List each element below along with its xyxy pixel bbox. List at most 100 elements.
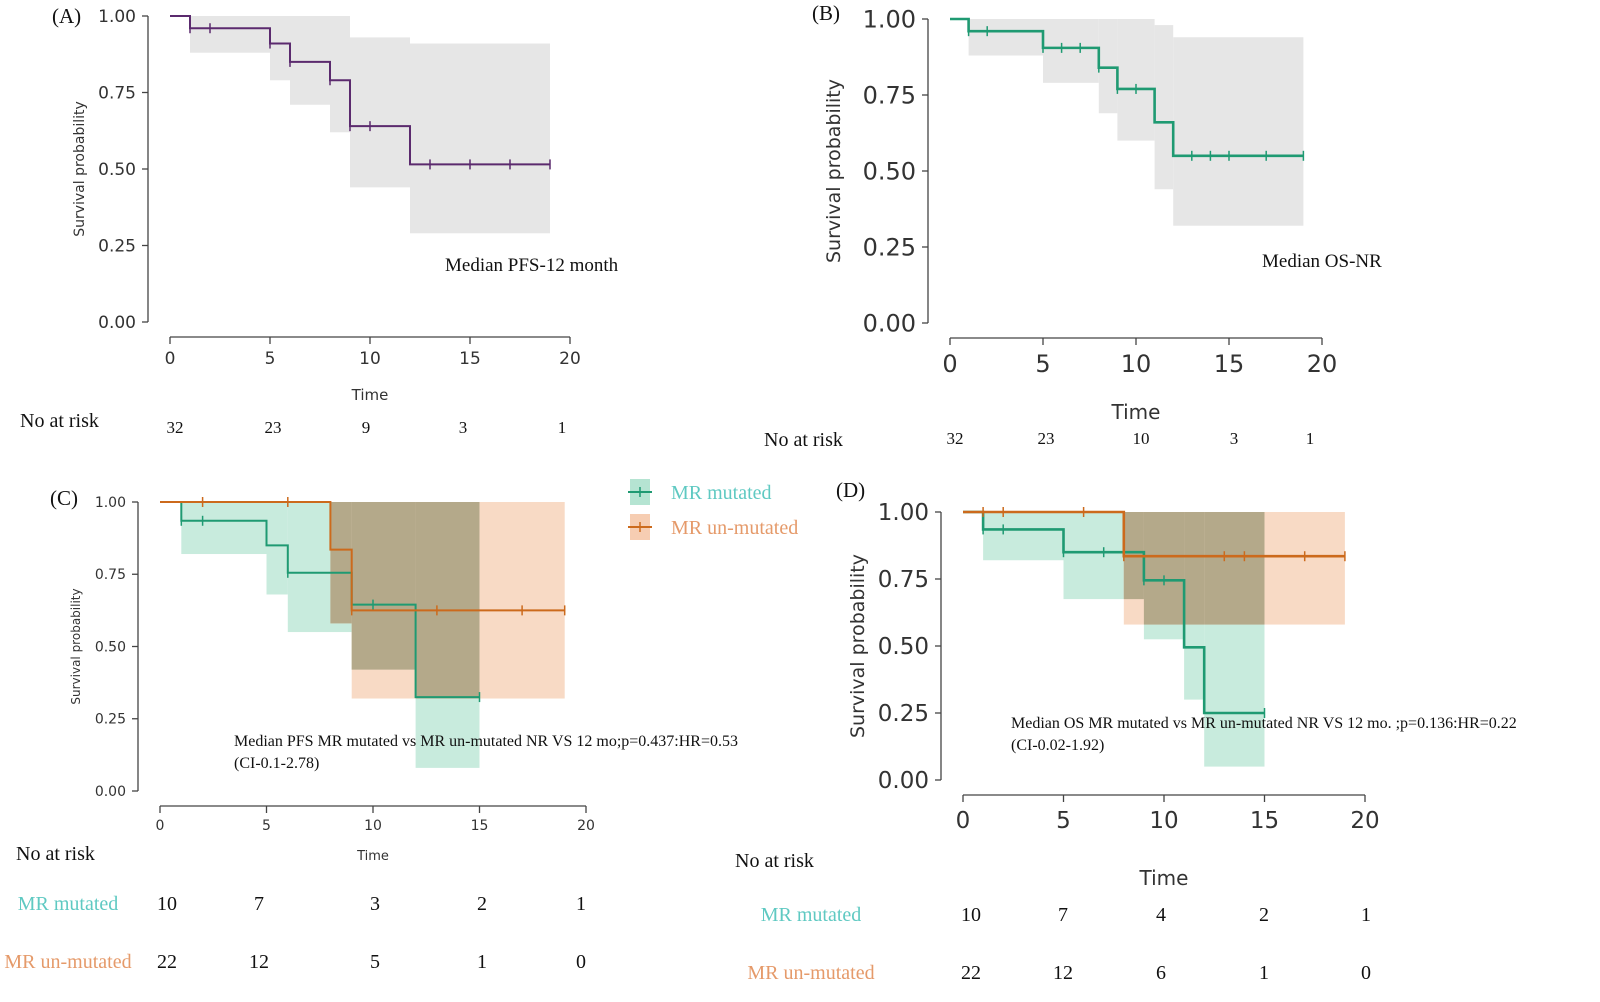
risk-count: 10 (961, 904, 981, 926)
median-annotation: Median OS MR mutated vs MR un-mutated NR… (1011, 715, 1517, 732)
risk-count: 1 (558, 418, 567, 437)
y-tick-label: 1.00 (98, 7, 136, 27)
median-annotation: Median OS-NR (1262, 251, 1382, 272)
y-tick-label: 1.00 (95, 495, 126, 511)
risk-row-label: MR un-mutated (4, 951, 131, 973)
y-tick-label: 0.25 (878, 701, 929, 727)
x-axis-label: Time (356, 849, 389, 864)
ci-band-overlap (330, 502, 352, 624)
x-tick-label: 0 (942, 350, 957, 378)
risk-count: 6 (1156, 962, 1166, 984)
legend-label: MR un-mutated (671, 517, 798, 539)
risk-count: 3 (370, 893, 380, 915)
ci-band-series-1 (410, 43, 550, 234)
risk-count: 23 (265, 418, 282, 437)
risk-count: 5 (370, 951, 380, 973)
median-annotation: Median PFS-12 month (445, 255, 619, 276)
x-tick-label: 5 (1056, 808, 1071, 834)
x-tick-label: 20 (1307, 350, 1338, 378)
risk-count: 1 (1259, 962, 1269, 984)
risk-table-header: No at risk (16, 843, 95, 865)
ci-band-overlap (351, 502, 416, 670)
x-tick-label: 20 (1350, 808, 1379, 834)
y-tick-label: 0.75 (863, 81, 916, 109)
ci-band-series-1 (968, 19, 1043, 56)
y-axis-label: Survival probability (72, 101, 88, 237)
median-annotation: (CI-0.02-1.92) (1011, 737, 1104, 754)
y-tick-label: 0.00 (95, 784, 126, 800)
y-tick-label: 0.50 (863, 157, 916, 185)
risk-count: 3 (459, 418, 468, 437)
y-tick-label: 1.00 (878, 500, 929, 526)
x-tick-label: 20 (577, 818, 595, 834)
x-axis-label: Time (351, 386, 389, 404)
risk-count: 12 (1053, 962, 1073, 984)
risk-count: 2 (1259, 904, 1269, 926)
panel-a: 0.00 0.25 0.50 0.75 1.00 0 5 10 15 20 Survival pro… (20, 4, 619, 437)
x-tick-label: 10 (359, 349, 381, 369)
ci-band-overlap (415, 502, 480, 699)
ci-band-series-1 (190, 16, 270, 53)
x-tick-label: 5 (262, 818, 271, 834)
km-curve-series-1 (170, 15, 550, 166)
ci-band-overlap (1184, 512, 1205, 625)
median-annotation: (CI-0.1-2.78) (234, 755, 319, 772)
risk-table-header: No at risk (764, 429, 843, 451)
ci-band-series-1 (350, 37, 410, 188)
y-tick-label: 0.00 (878, 768, 929, 794)
km-curve-series-1 (950, 17, 1304, 158)
legend-label: MR mutated (671, 482, 772, 504)
ci-band-series-1 (181, 502, 267, 555)
risk-row-label: MR un-mutated (747, 962, 874, 984)
panel-label: (C) (50, 486, 78, 510)
risk-row-label: MR mutated (18, 893, 119, 915)
x-tick-label: 15 (459, 349, 481, 369)
risk-count: 1 (477, 951, 487, 973)
risk-count: 10 (1133, 429, 1150, 448)
risk-count: 10 (157, 893, 177, 915)
y-axis-label: Survival probability (847, 554, 869, 738)
risk-count: 0 (1361, 962, 1371, 984)
panel-label: (B) (812, 1, 840, 25)
x-tick-label: 20 (559, 349, 581, 369)
x-tick-label: 15 (1250, 808, 1279, 834)
y-tick-label: 0.50 (98, 160, 136, 180)
ci-band-series-1 (330, 16, 350, 133)
risk-count: 22 (961, 962, 981, 984)
x-tick-label: 15 (1214, 350, 1245, 378)
risk-count: 9 (362, 418, 371, 437)
km-curve-series-2 (160, 501, 565, 612)
y-tick-label: 0.50 (95, 639, 126, 655)
panel-label: (A) (52, 4, 81, 28)
x-tick-label: 5 (265, 349, 276, 369)
risk-count: 12 (249, 951, 269, 973)
panel-b: 0.00 0.25 0.50 0.75 1.00 0 5 10 15 20 Survival pro… (764, 1, 1382, 451)
risk-row-label: MR mutated (761, 904, 862, 926)
risk-count: 3 (1230, 429, 1239, 448)
y-tick-label: 0.25 (98, 236, 136, 256)
ci-bands (968, 19, 1304, 226)
x-tick-label: 5 (1035, 350, 1050, 378)
risk-table-header: No at risk (20, 410, 99, 432)
y-tick-label: 0.00 (98, 313, 136, 333)
ci-band-overlap (1143, 512, 1185, 625)
y-tick-label: 0.75 (98, 83, 136, 103)
ci-bands (190, 16, 550, 234)
x-tick-label: 0 (956, 808, 971, 834)
ci-bands (181, 502, 565, 768)
median-annotation: Median PFS MR mutated vs MR un-mutated N… (234, 733, 738, 750)
risk-count: 1 (1306, 429, 1315, 448)
ci-band-series-1 (1173, 37, 1304, 226)
km-curve-series-2 (963, 510, 1345, 558)
risk-count: 22 (157, 951, 177, 973)
ci-band-overlap (1204, 512, 1265, 625)
ci-band-series-1 (266, 502, 288, 595)
y-tick-label: 0.75 (878, 567, 929, 593)
x-tick-label: 10 (364, 818, 382, 834)
y-tick-label: 0.75 (95, 567, 126, 583)
x-tick-label: 10 (1121, 350, 1152, 378)
ci-band-series-1 (1043, 19, 1099, 83)
risk-count: 7 (254, 893, 264, 915)
